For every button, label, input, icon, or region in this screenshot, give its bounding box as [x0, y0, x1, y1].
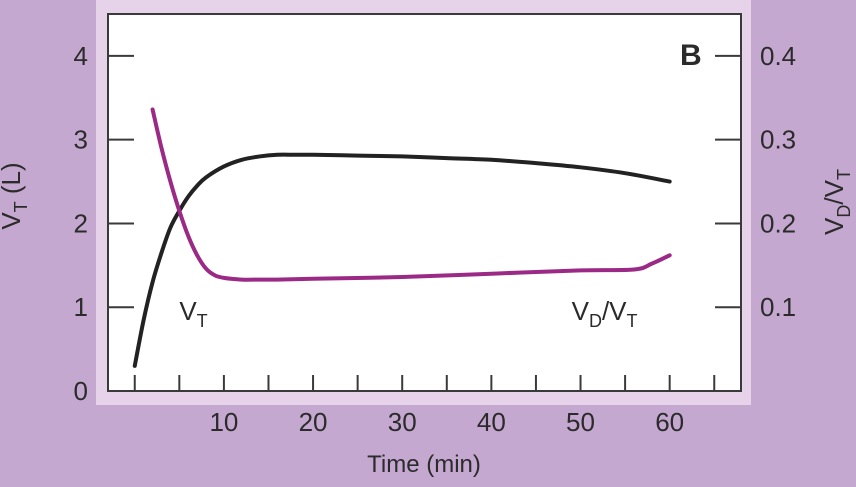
- x-axis-tick-labels: 10 20 30 40 50 60: [209, 407, 684, 437]
- vdvt-label-b-sub: T: [627, 311, 638, 331]
- vdvt-label-sep: /V: [602, 296, 627, 326]
- x-tick-label-20: 20: [299, 407, 328, 437]
- x-tick-label-40: 40: [477, 407, 506, 437]
- y-right-label-b-sub: T: [834, 169, 854, 180]
- plot-area: [107, 13, 742, 392]
- y-left-label-suffix: (L): [0, 162, 26, 201]
- x-axis-label: Time (min): [367, 451, 481, 478]
- right-axis-tick-labels: 0.1 0.2 0.3 0.4: [760, 41, 796, 322]
- y-axis-left-label: VT (L): [0, 162, 31, 229]
- panel-label: B: [680, 39, 702, 72]
- y-right-label-sep: /V: [819, 179, 849, 204]
- y-left-tick-label-2: 2: [74, 208, 88, 238]
- y-left-label-sub: T: [11, 201, 31, 212]
- vdvt-label-a: V: [572, 296, 590, 326]
- y-right-tick-label-0.1: 0.1: [760, 292, 796, 322]
- y-right-tick-label-0.4: 0.4: [760, 41, 796, 71]
- y-axis-right-label: VD/VT: [819, 169, 854, 235]
- x-tick-label-30: 30: [388, 407, 417, 437]
- vt-series-label: VT: [179, 296, 207, 331]
- y-right-tick-label-0.2: 0.2: [760, 208, 796, 238]
- vdvt-label-a-sub: D: [589, 311, 602, 331]
- vt-label-sub: T: [197, 311, 208, 331]
- x-tick-label-50: 50: [566, 407, 595, 437]
- y-right-label-a-sub: D: [834, 205, 854, 218]
- y-right-label-a: V: [819, 217, 849, 235]
- vt-label-main: V: [179, 296, 197, 326]
- x-tick-label-60: 60: [655, 407, 684, 437]
- vdvt-series-line: [150, 107, 672, 282]
- y-left-tick-label-0: 0: [74, 376, 88, 406]
- series-lines: [132, 107, 672, 368]
- tick-marks: [108, 54, 741, 391]
- vt-series-line: [132, 152, 672, 368]
- y-left-tick-label-3: 3: [74, 125, 88, 155]
- x-tick-label-10: 10: [209, 407, 238, 437]
- y-left-label-main: V: [0, 212, 26, 230]
- y-left-tick-label-4: 4: [74, 41, 88, 71]
- y-right-tick-label-0.3: 0.3: [760, 125, 796, 155]
- y-left-tick-label-1: 1: [74, 292, 88, 322]
- left-axis-tick-labels: 0 1 2 3 4: [74, 41, 88, 406]
- vdvt-series-label: VD/VT: [572, 296, 638, 331]
